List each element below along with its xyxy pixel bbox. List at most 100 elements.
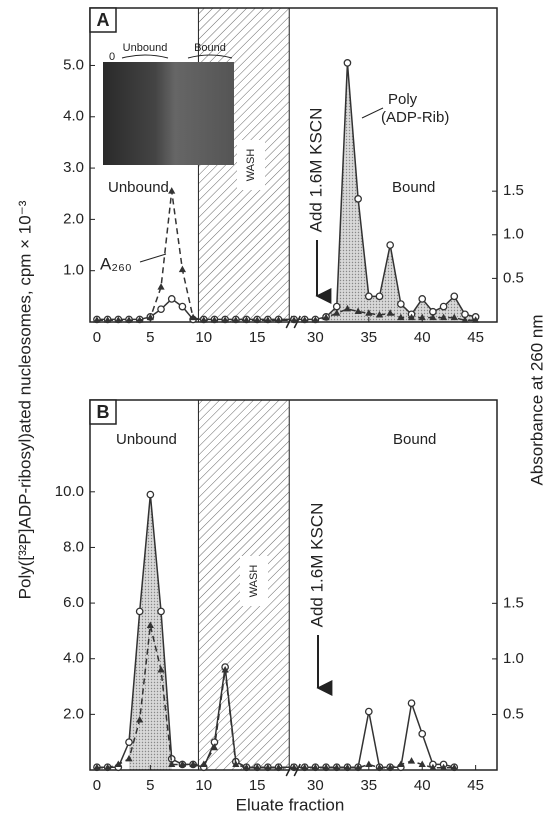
point: [168, 187, 176, 194]
label-bg: [237, 140, 265, 190]
y-tick-label: 8.0: [63, 538, 84, 555]
y-tick-label: 3.0: [63, 159, 84, 176]
point: [168, 760, 176, 767]
y-axis-label: Poly([³²P]ADP-ribosyl)ated nucleosomes, …: [15, 200, 34, 599]
point: [157, 607, 165, 616]
y-tick-label: 2.0: [63, 705, 84, 722]
point: [386, 763, 394, 771]
y2-tick-label: 0.5: [503, 705, 524, 722]
point: [386, 309, 394, 316]
point: [221, 316, 229, 323]
y-tick-label: 4.0: [63, 650, 84, 667]
point: [157, 305, 165, 314]
x-tick-label: 35: [360, 329, 377, 346]
point: [274, 316, 283, 323]
annotation: WASH: [248, 565, 260, 598]
x-tick-label: 45: [467, 777, 484, 794]
point: [365, 309, 373, 316]
annotation: Bound: [393, 431, 436, 448]
x-tick-label: 30: [307, 777, 324, 794]
y-tick-label: 1.0: [63, 262, 84, 279]
y2-tick-label: 1.5: [503, 594, 524, 611]
point: [125, 738, 133, 747]
annotation: Add 1.6M KSCN: [307, 503, 326, 628]
x-tick-label: 15: [249, 329, 266, 346]
point: [167, 295, 176, 303]
point: [253, 763, 261, 771]
y2-tick-label: 1.0: [503, 650, 524, 667]
point: [232, 760, 240, 767]
point: [253, 316, 261, 323]
y2-tick-label: 0.5: [503, 269, 524, 286]
point: [301, 316, 309, 323]
gel-inset: [103, 62, 234, 165]
point: [232, 316, 240, 323]
point: [418, 313, 426, 321]
shaded-area: [128, 494, 172, 770]
point: [397, 313, 405, 321]
point: [114, 316, 122, 323]
y2-tick-label: 1.5: [503, 182, 524, 199]
x-tick-label: 40: [414, 777, 431, 794]
panel-label-box: [89, 399, 117, 425]
point: [210, 316, 219, 323]
inset-brace: [121, 54, 233, 59]
annotation: Poly: [388, 91, 418, 108]
point: [332, 302, 341, 311]
point: [333, 309, 341, 316]
point: [157, 666, 165, 673]
inset-label: Bound: [194, 42, 226, 54]
y-tick-label: 5.0: [63, 56, 84, 73]
point: [136, 716, 144, 723]
point: [290, 763, 298, 771]
point: [146, 313, 154, 321]
point: [439, 313, 448, 321]
point: [439, 763, 448, 771]
point: [189, 313, 197, 321]
point: [375, 311, 384, 318]
panel-label-box: [89, 7, 117, 33]
point: [125, 754, 133, 762]
point: [407, 313, 416, 321]
x-tick-label: 5: [146, 777, 154, 794]
panel-label: B: [97, 402, 110, 422]
x-tick-label: 10: [195, 329, 212, 346]
point: [461, 316, 469, 323]
point: [290, 316, 298, 323]
x-tick-label: 0: [93, 777, 101, 794]
point: [264, 316, 272, 323]
point: [301, 763, 309, 771]
point: [343, 304, 352, 312]
point: [146, 490, 155, 499]
point: [343, 59, 352, 67]
x-axis-label: Eluate fraction: [236, 795, 345, 814]
point: [397, 300, 405, 308]
point: [429, 763, 437, 771]
point: [200, 316, 208, 323]
annotation: (ADP-Rib): [381, 109, 449, 126]
point: [407, 699, 416, 708]
x-tick-label: 45: [467, 329, 484, 346]
annotation: Bound: [392, 179, 435, 196]
point: [210, 743, 219, 751]
point: [354, 763, 362, 771]
x-tick-label: 30: [307, 329, 324, 346]
point: [333, 763, 341, 771]
point: [178, 760, 187, 767]
point: [264, 763, 272, 771]
point: [311, 763, 319, 771]
x-tick-label: 10: [195, 777, 212, 794]
callout: [139, 253, 167, 263]
point: [93, 316, 101, 323]
point: [354, 195, 362, 203]
point: [135, 607, 144, 616]
label-bg: [240, 556, 268, 606]
point: [450, 763, 458, 771]
point: [200, 760, 208, 767]
y2-tick-label: 1.0: [503, 226, 524, 243]
x-tick-label: 35: [360, 777, 377, 794]
point: [136, 316, 144, 323]
point: [429, 313, 437, 321]
y-tick-label: 10.0: [55, 483, 84, 500]
